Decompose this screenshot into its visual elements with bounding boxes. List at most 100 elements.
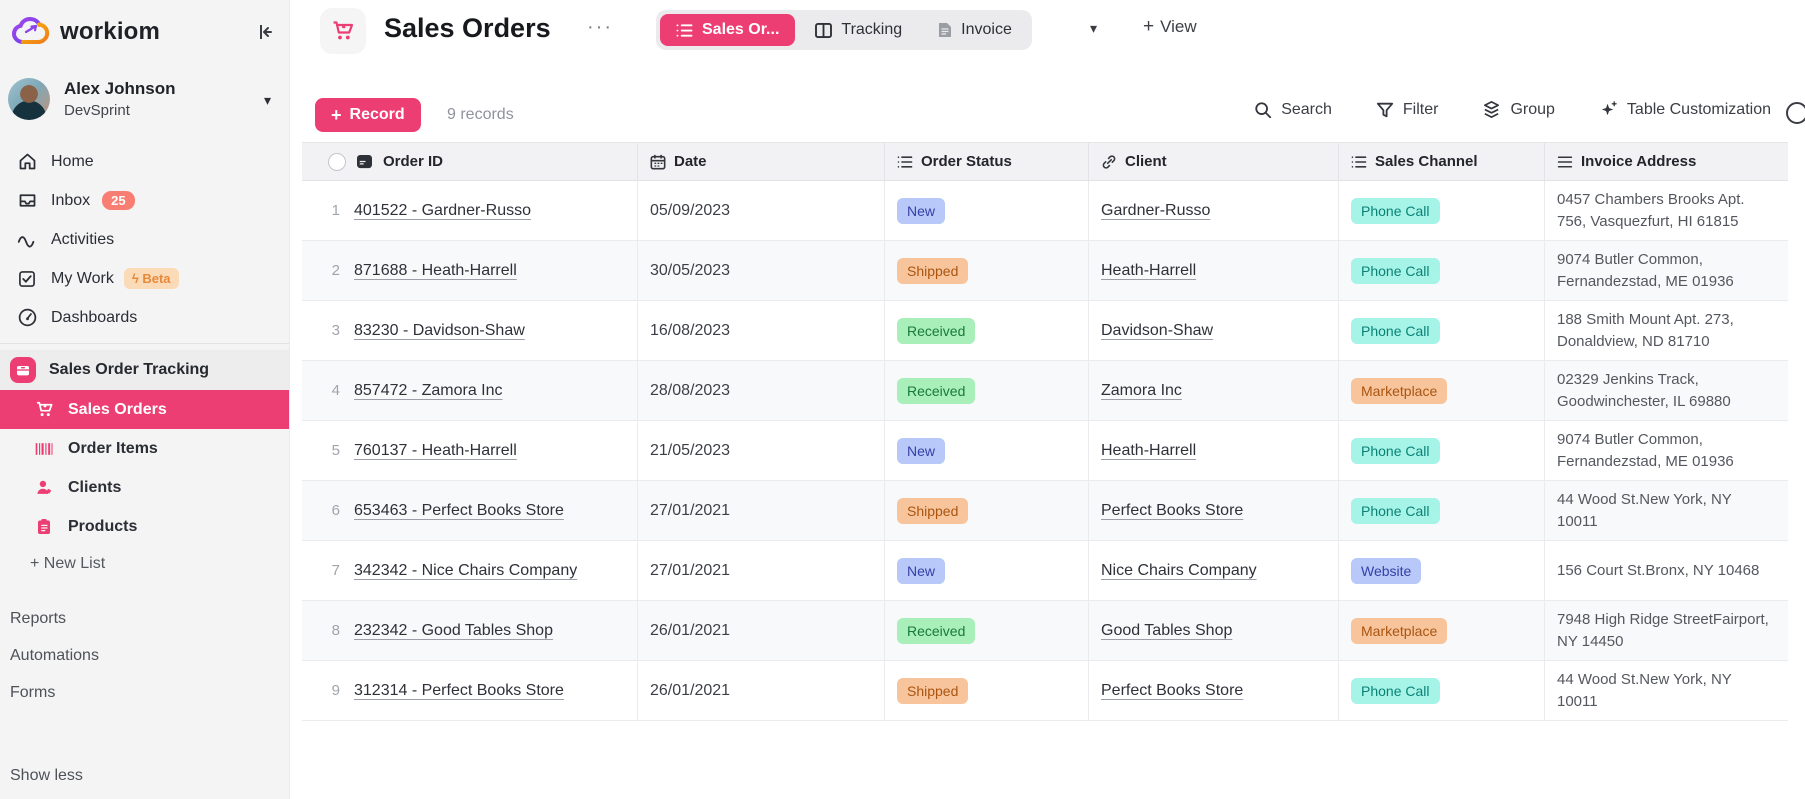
sidebar-workspace-sales-order-tracking[interactable]: Sales Order Tracking (0, 350, 289, 390)
tab-invoice[interactable]: Invoice (922, 14, 1028, 46)
table-row[interactable]: 1 401522 - Gardner-Russo 05/09/2023 New G… (302, 181, 1788, 241)
table-row[interactable]: 4 857472 - Zamora Inc 28/08/2023 Received… (302, 361, 1788, 421)
date-cell: 16/08/2023 (637, 301, 884, 360)
show-less-button[interactable]: Show less (10, 767, 83, 784)
tabs-dropdown-icon[interactable]: ▾ (1090, 20, 1098, 36)
row-number: 7 (331, 562, 340, 579)
sidebar-list-clients[interactable]: Clients (0, 468, 289, 507)
list-view-icon (676, 23, 693, 37)
tab-tracking[interactable]: Tracking (799, 14, 918, 46)
order-id-link[interactable]: 760137 - Heath-Harrell (354, 441, 517, 459)
status-badge: New (897, 197, 946, 224)
table-row[interactable]: 5 760137 - Heath-Harrell 21/05/2023 New H… (302, 421, 1788, 481)
sidebar-item-label: Home (51, 152, 94, 170)
status-badge: New (897, 437, 946, 464)
client-link[interactable]: Gardner-Russo (1101, 201, 1211, 219)
divider (0, 343, 289, 344)
client-link[interactable]: Heath-Harrell (1101, 441, 1197, 459)
sidebar-link-automations[interactable]: Automations (10, 646, 99, 664)
client-link[interactable]: Zamora Inc (1101, 381, 1182, 399)
table-row[interactable]: 6 653463 - Perfect Books Store 27/01/2021… (302, 481, 1788, 541)
channel-badge: Marketplace (1351, 377, 1448, 404)
table-customization-button[interactable]: Table Customization (1599, 100, 1771, 119)
row-number: 1 (331, 202, 340, 219)
order-id-link[interactable]: 653463 - Perfect Books Store (354, 501, 564, 519)
sidebar-nav: Home Inbox 25 My Work Activities (0, 142, 289, 711)
order-id-link[interactable]: 83230 - Davidson-Shaw (354, 321, 525, 339)
sidebar-item-my-work[interactable]: My Work ϟ Beta (0, 259, 289, 298)
invoice-address-cell: 44 Wood St.New York, NY 10011 (1544, 661, 1788, 720)
more-options-icon[interactable]: ··· (587, 16, 613, 38)
sidebar-item-home[interactable]: Home (0, 142, 289, 181)
group-button[interactable]: Group (1482, 100, 1555, 119)
table-row[interactable]: 9 312314 - Perfect Books Store 26/01/2021… (302, 661, 1788, 721)
gauge-icon (15, 306, 39, 330)
column-header-order-id[interactable]: Order ID (302, 143, 637, 180)
sidebar-link-forms[interactable]: Forms (10, 683, 56, 701)
sidebar-links: Reports Automations Forms (0, 600, 289, 711)
column-header-invoice-address[interactable]: Invoice Address (1544, 143, 1788, 180)
order-id-link[interactable]: 312314 - Perfect Books Store (354, 681, 564, 699)
table-row[interactable]: 7 342342 - Nice Chairs Company 27/01/2021… (302, 541, 1788, 601)
table-row[interactable]: 3 83230 - Davidson-Shaw 16/08/2023 Receiv… (302, 301, 1788, 361)
sidebar-list-products[interactable]: Products (0, 507, 289, 546)
sidebar-item-dashboards[interactable]: Dashboards (0, 298, 289, 337)
document-view-icon (939, 23, 952, 37)
column-header-date[interactable]: Date (637, 143, 884, 180)
sidebar-list-order-items[interactable]: Order Items (0, 429, 289, 468)
invoice-address-cell: 156 Court St.Bronx, NY 10468 (1544, 541, 1788, 600)
table-row[interactable]: 2 871688 - Heath-Harrell 30/05/2023 Shipp… (302, 241, 1788, 301)
status-badge: Received (897, 617, 976, 644)
sidebar-item-inbox[interactable]: Inbox 25 (0, 181, 289, 220)
person-icon (33, 477, 55, 499)
client-link[interactable]: Perfect Books Store (1101, 681, 1244, 699)
column-header-client[interactable]: Client (1088, 143, 1338, 180)
invoice-address-cell: 0457 Chambers Brooks Apt. 756, Vasquezfu… (1544, 181, 1788, 240)
client-link[interactable]: Perfect Books Store (1101, 501, 1244, 519)
search-button[interactable]: Search (1254, 100, 1332, 119)
client-link[interactable]: Good Tables Shop (1101, 621, 1233, 639)
sidebar-link-reports[interactable]: Reports (10, 609, 67, 627)
toolbar-actions: Search Filter Group Table Customization (1254, 100, 1771, 119)
plus-icon: + (1143, 16, 1155, 37)
table-row[interactable]: 8 232342 - Good Tables Shop 26/01/2021 Re… (302, 601, 1788, 661)
user-menu[interactable]: Alex Johnson DevSprint ▾ (0, 64, 289, 134)
plus-icon: + (331, 104, 342, 125)
add-record-button[interactable]: + Record (315, 98, 421, 132)
date-cell: 21/05/2023 (637, 421, 884, 480)
select-all-checkbox[interactable] (328, 152, 346, 171)
toolbar: + Record 9 records Search Filter Group (290, 90, 1805, 134)
sidebar-list-label: Sales Orders (68, 400, 167, 418)
order-id-link[interactable]: 857472 - Zamora Inc (354, 381, 503, 399)
date-cell: 26/01/2021 (637, 601, 884, 660)
chevron-down-icon[interactable]: ▾ (263, 92, 271, 108)
client-link[interactable]: Heath-Harrell (1101, 261, 1197, 279)
sidebar-item-label: Inbox (51, 191, 91, 209)
client-link[interactable]: Nice Chairs Company (1101, 561, 1257, 579)
add-view-button[interactable]: + View (1143, 16, 1197, 37)
order-id-link[interactable]: 342342 - Nice Chairs Company (354, 561, 578, 579)
order-id-link[interactable]: 232342 - Good Tables Shop (354, 621, 553, 639)
order-id-link[interactable]: 401522 - Gardner-Russo (354, 201, 531, 219)
sidebar-item-activities[interactable]: My Work Activities (0, 220, 289, 259)
tab-sales-orders[interactable]: Sales Or... (660, 14, 796, 46)
channel-badge: Website (1351, 557, 1422, 584)
new-list-button[interactable]: + New List (30, 555, 106, 572)
column-header-sales-channel[interactable]: Sales Channel (1338, 143, 1544, 180)
status-badge: New (897, 557, 946, 584)
status-badge: Shipped (897, 677, 969, 704)
sidebar-item-label: Activities (51, 230, 115, 248)
checkbox-icon (15, 267, 39, 291)
app-box-icon (10, 357, 36, 383)
filter-button[interactable]: Filter (1376, 100, 1438, 119)
link-icon (1102, 154, 1116, 169)
collapse-sidebar-icon[interactable] (255, 22, 275, 42)
sidebar-list-sales-orders[interactable]: Sales Orders (0, 390, 289, 429)
sidebar-item-label: My Work (51, 269, 114, 287)
client-link[interactable]: Davidson-Shaw (1101, 321, 1214, 339)
column-header-order-status[interactable]: Order Status (884, 143, 1088, 180)
order-id-link[interactable]: 871688 - Heath-Harrell (354, 261, 517, 279)
row-number: 3 (331, 322, 340, 339)
channel-badge: Phone Call (1351, 677, 1440, 704)
clipped-toolbar-icon[interactable] (1786, 102, 1805, 124)
